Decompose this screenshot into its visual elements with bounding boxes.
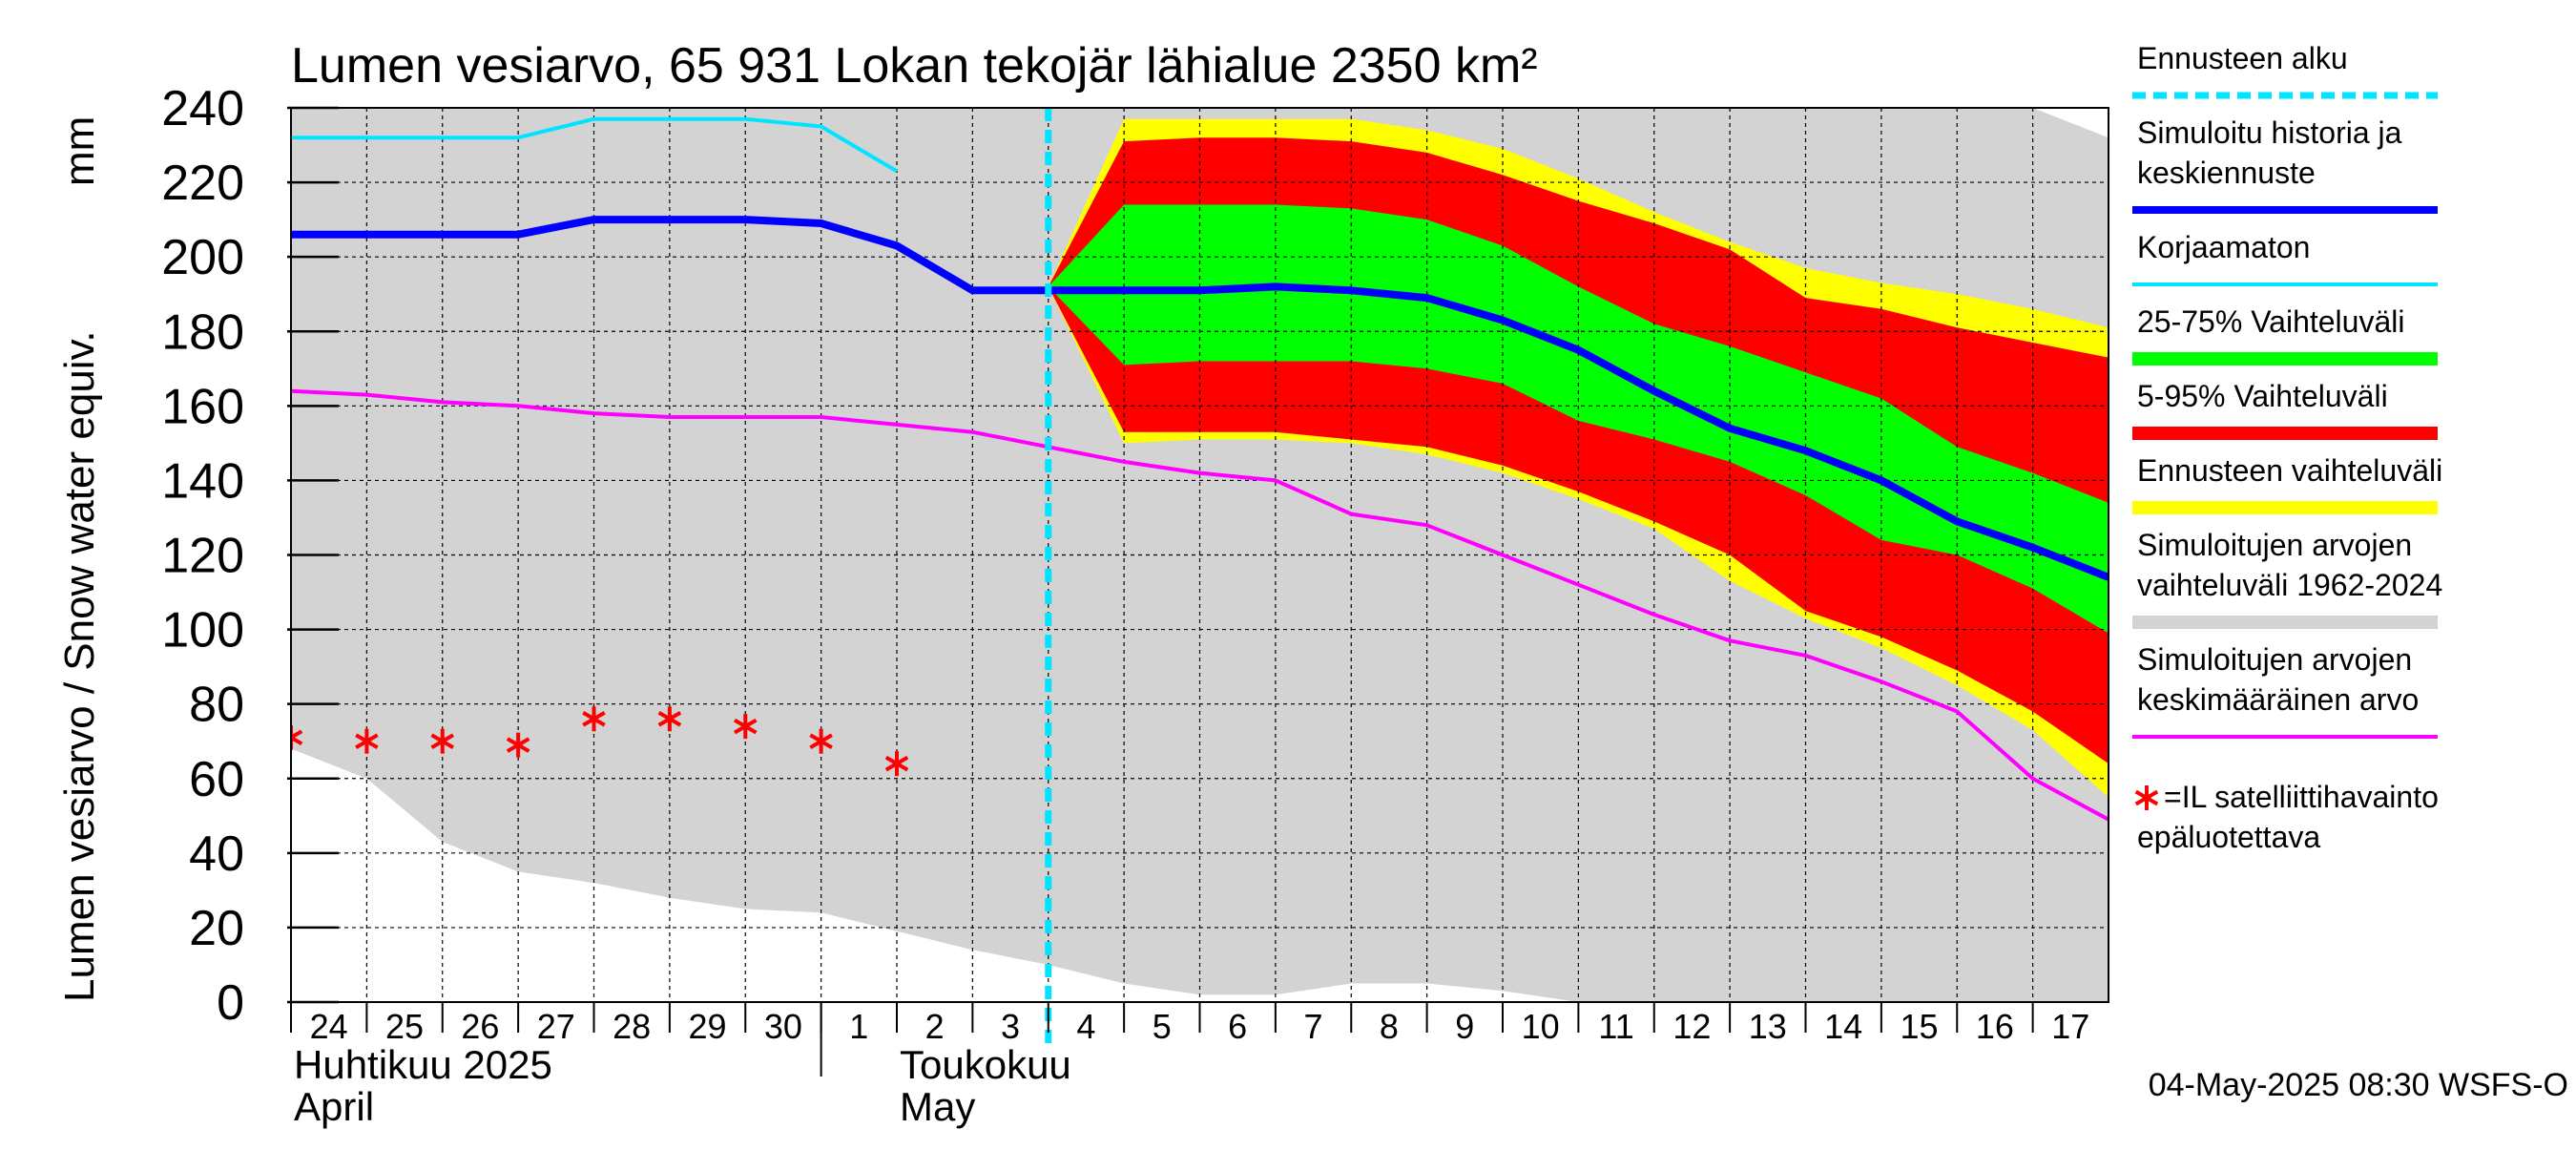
x-day-label: 7 [1304, 1007, 1323, 1046]
x-day-label: 30 [764, 1007, 802, 1046]
x-day-label: 15 [1901, 1007, 1939, 1046]
legend-item: =IL satelliittihavainto epäluotettava [2134, 780, 2439, 854]
x-day-label: 25 [385, 1007, 424, 1046]
y-tick-label: 20 [189, 901, 244, 956]
x-day-label: 29 [689, 1007, 727, 1046]
x-day-label: 8 [1380, 1007, 1399, 1046]
y-tick-label: 180 [161, 304, 244, 360]
lines-layer [291, 116, 2109, 822]
y-tick-label: 140 [161, 453, 244, 509]
legend-label: keskiennuste [2137, 156, 2316, 190]
legend-item: 25-75% Vaihteluväli [2132, 304, 2438, 366]
legend-label: Ennusteen alku [2137, 41, 2348, 75]
month-label: Toukokuu [900, 1042, 1071, 1087]
legend-item: Ennusteen alku [2132, 41, 2438, 99]
line-uncorrected [291, 116, 899, 174]
y-tick-label: 220 [161, 156, 244, 211]
month-label-en: May [900, 1084, 975, 1129]
x-day-label: 11 [1598, 1007, 1633, 1046]
x-day-label: 2 [925, 1007, 945, 1046]
x-day-label: 12 [1672, 1007, 1711, 1046]
satellite-point [884, 751, 909, 777]
x-day-label: 10 [1522, 1007, 1560, 1046]
line-mean_simulated [291, 388, 2109, 822]
legend-item: Simuloitu historia ja keskiennuste [2132, 115, 2438, 214]
x-day-label: 5 [1153, 1007, 1172, 1046]
x-day-label: 14 [1824, 1007, 1862, 1046]
satellite-point [355, 728, 379, 754]
x-day-label: 6 [1228, 1007, 1247, 1046]
legend-item: Simuloitujen arvojen keskimääräinen arvo [2132, 642, 2438, 739]
legend-item: Ennusteen vaihteluväli [2132, 453, 2442, 514]
y-tick-label: 80 [189, 678, 244, 733]
y-tick-label: 240 [161, 81, 244, 136]
x-day-label: 13 [1749, 1007, 1787, 1046]
legend-label: epäluotettava [2137, 820, 2320, 854]
x-day-label: 28 [613, 1007, 651, 1046]
legend-label: Simuloitujen arvojen [2137, 642, 2412, 677]
chart-title: Lumen vesiarvo, 65 931 Lokan tekojär läh… [291, 38, 1538, 94]
legend-label: vaihteluväli 1962-2024 [2137, 568, 2442, 602]
legend-star-icon [2134, 785, 2159, 810]
month-label: Huhtikuu 2025 [294, 1042, 552, 1087]
legend-item: 5-95% Vaihteluväli [2132, 379, 2438, 440]
legend-label: Simuloitujen arvojen [2137, 528, 2412, 562]
x-day-label: 16 [1976, 1007, 2014, 1046]
y-tick-label: 100 [161, 603, 244, 659]
y-tick-label: 60 [189, 752, 244, 807]
x-day-label: 24 [310, 1007, 348, 1046]
satellite-point [657, 706, 682, 732]
y-tick-label: 160 [161, 379, 244, 434]
x-day-label: 3 [1001, 1007, 1020, 1046]
y-tick-label: 120 [161, 529, 244, 584]
x-day-label: 26 [461, 1007, 499, 1046]
band-range_25_75 [1048, 204, 2109, 634]
month-label-en: April [294, 1084, 374, 1129]
y-tick-label: 200 [161, 230, 244, 285]
line-simulated_history [291, 216, 2109, 581]
legend-label: =IL satelliittihavainto [2164, 780, 2439, 814]
x-day-label: 4 [1076, 1007, 1095, 1046]
x-day-label: 9 [1455, 1007, 1474, 1046]
legend-item: Korjaamaton [2132, 230, 2438, 286]
legend: Ennusteen alku Simuloitu historia ja keski… [2132, 41, 2442, 854]
satellite-point [809, 728, 833, 754]
y-tick-label: 0 [217, 975, 244, 1031]
x-day-label: 27 [537, 1007, 575, 1046]
y-axis-unit: mm [56, 116, 103, 186]
footer-timestamp: 04-May-2025 08:30 WSFS-O [2149, 1067, 2568, 1103]
legend-label: Ennusteen vaihteluväli [2137, 453, 2442, 488]
legend-label: 25-75% Vaihteluväli [2137, 304, 2404, 339]
legend-label: Simuloitu historia ja [2137, 115, 2402, 150]
satellite-point [582, 706, 606, 732]
legend-label: 5-95% Vaihteluväli [2137, 379, 2388, 413]
legend-item: Simuloitujen arvojen vaihteluväli 1962-20… [2132, 528, 2442, 629]
satellite-point [430, 728, 455, 754]
satellite-point [733, 714, 758, 740]
x-day-label: 17 [2051, 1007, 2089, 1046]
y-axis-label: Lumen vesiarvo / Snow water equiv. [56, 330, 103, 1002]
satellite-point [291, 724, 303, 750]
legend-label: Korjaamaton [2137, 230, 2310, 264]
y-tick-label: 40 [189, 826, 244, 882]
legend-label: keskimääräinen arvo [2137, 682, 2419, 717]
satellite-point [506, 732, 530, 758]
x-day-label: 1 [849, 1007, 868, 1046]
